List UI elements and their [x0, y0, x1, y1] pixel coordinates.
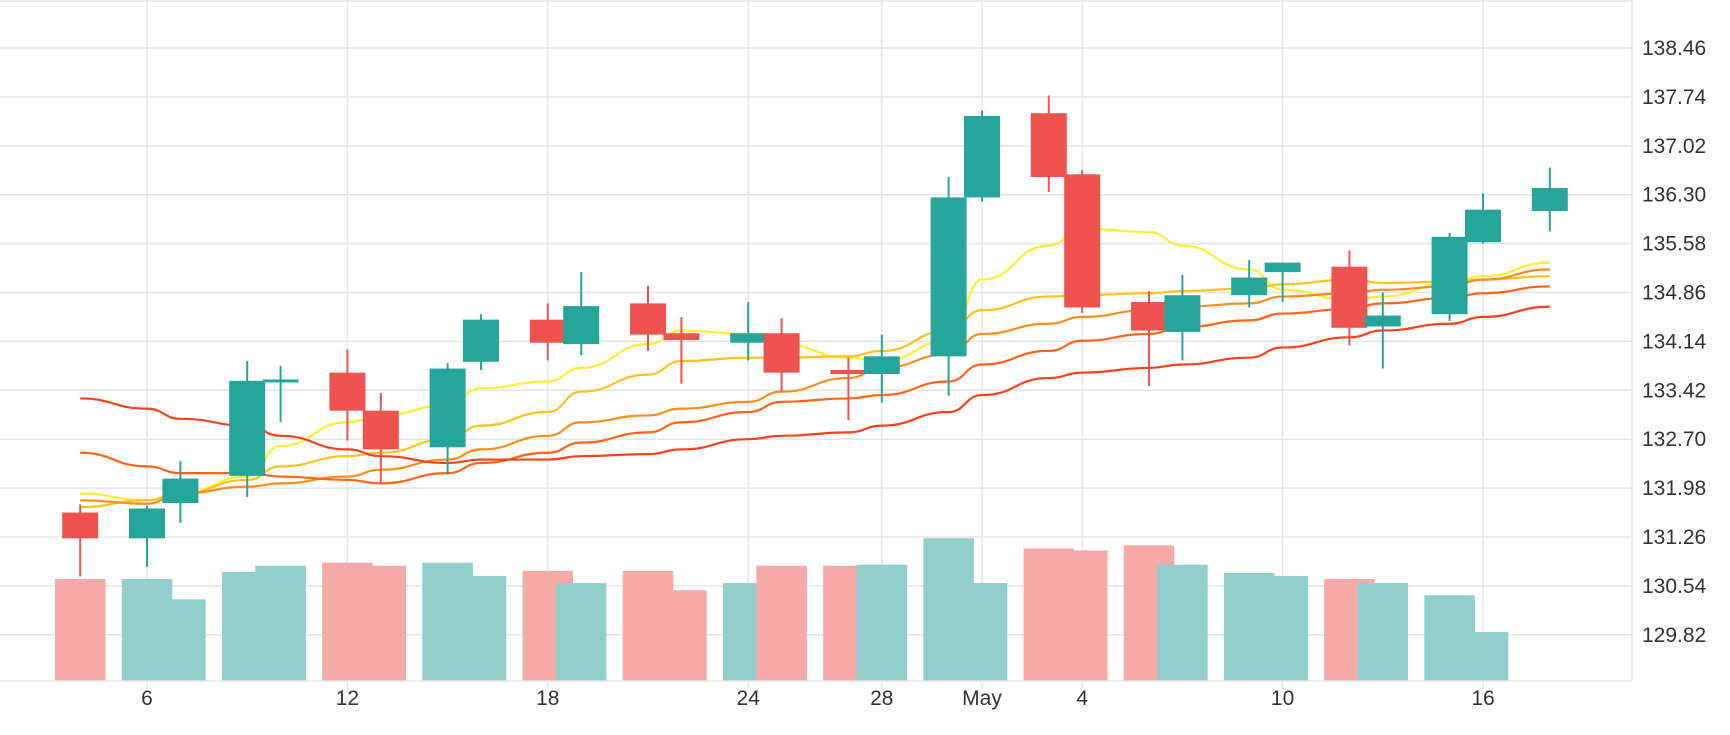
candle-body	[1064, 174, 1101, 308]
x-tick-label: 12	[336, 687, 359, 710]
y-tick-label: 131.98	[1642, 477, 1706, 500]
volume-bar	[1357, 583, 1409, 681]
volume-bar	[155, 599, 206, 681]
volume-bar	[1457, 632, 1509, 681]
candle-body	[463, 319, 499, 362]
x-tick-label: 10	[1271, 687, 1294, 710]
candle-body	[563, 306, 600, 345]
candle-layer	[62, 95, 1568, 577]
moving-average-layer	[80, 227, 1550, 509]
candle-body	[663, 333, 700, 341]
candle-body	[830, 369, 867, 374]
axis-layer: 138.46 137.74 137.02 136.30 135.58 134.86 134.…	[0, 0, 1707, 710]
candle-body	[1465, 209, 1501, 243]
candle-body	[1264, 262, 1301, 273]
volume-bar	[1257, 575, 1308, 681]
x-tick-label: 16	[1471, 687, 1494, 710]
candle-body	[763, 333, 800, 373]
volume-bar	[455, 575, 507, 681]
candle-body	[1231, 277, 1268, 296]
y-tick-label: 135.58	[1642, 233, 1706, 256]
candle-body	[229, 380, 266, 476]
candle-body	[1030, 113, 1067, 178]
candle-body	[1364, 315, 1401, 327]
x-tick-label: 4	[1076, 687, 1088, 710]
y-tick-label: 137.02	[1642, 135, 1706, 158]
y-tick-label: 129.82	[1642, 624, 1706, 647]
volume-bar	[1056, 550, 1108, 681]
y-tick-label: 132.70	[1642, 428, 1706, 451]
candle-body	[262, 379, 299, 383]
y-tick-label: 133.42	[1642, 379, 1706, 402]
candle-body	[62, 512, 99, 539]
x-tick-label: May	[962, 687, 1002, 710]
y-tick-label: 131.26	[1642, 526, 1706, 549]
candle-body	[529, 319, 566, 343]
x-tick-label: 18	[536, 687, 559, 710]
candle-body	[329, 372, 366, 411]
volume-bar	[355, 565, 407, 681]
volume-bar	[54, 579, 106, 681]
x-tick-label: 24	[737, 687, 761, 710]
candle-body	[630, 303, 666, 335]
y-tick-label: 136.30	[1642, 184, 1706, 207]
volume-bar	[856, 564, 908, 681]
y-tick-label: 130.54	[1642, 575, 1707, 598]
moving-average-line	[80, 268, 1550, 505]
volume-layer	[54, 538, 1509, 681]
y-tick-label: 138.46	[1642, 37, 1706, 60]
volume-bar	[656, 590, 707, 681]
volume-bar	[756, 565, 807, 681]
volume-bar	[1157, 564, 1208, 681]
candle-body	[1431, 236, 1468, 315]
candle-body	[1331, 266, 1368, 328]
volume-bar	[956, 583, 1008, 681]
candle-body	[1531, 187, 1568, 211]
candle-body	[730, 333, 767, 343]
volume-bar	[255, 565, 306, 681]
candle-body	[129, 508, 165, 539]
candle-body	[429, 368, 466, 448]
x-tick-label: 28	[870, 687, 893, 710]
y-tick-label: 134.14	[1642, 330, 1707, 353]
y-tick-label: 137.74	[1642, 86, 1707, 109]
x-tick-label: 6	[141, 687, 153, 710]
volume-bar	[555, 583, 607, 681]
moving-average-line	[80, 285, 1550, 485]
candle-body	[863, 356, 900, 374]
moving-average-line	[80, 275, 1550, 509]
candle-body	[964, 115, 1000, 198]
candle-body	[1131, 302, 1167, 331]
candle-body	[1164, 295, 1201, 332]
y-tick-label: 134.86	[1642, 282, 1706, 305]
moving-average-line	[80, 227, 1550, 502]
moving-average-line	[80, 305, 1550, 465]
candle-body	[162, 478, 199, 504]
candle-body	[930, 197, 967, 357]
candle-body	[362, 410, 399, 450]
